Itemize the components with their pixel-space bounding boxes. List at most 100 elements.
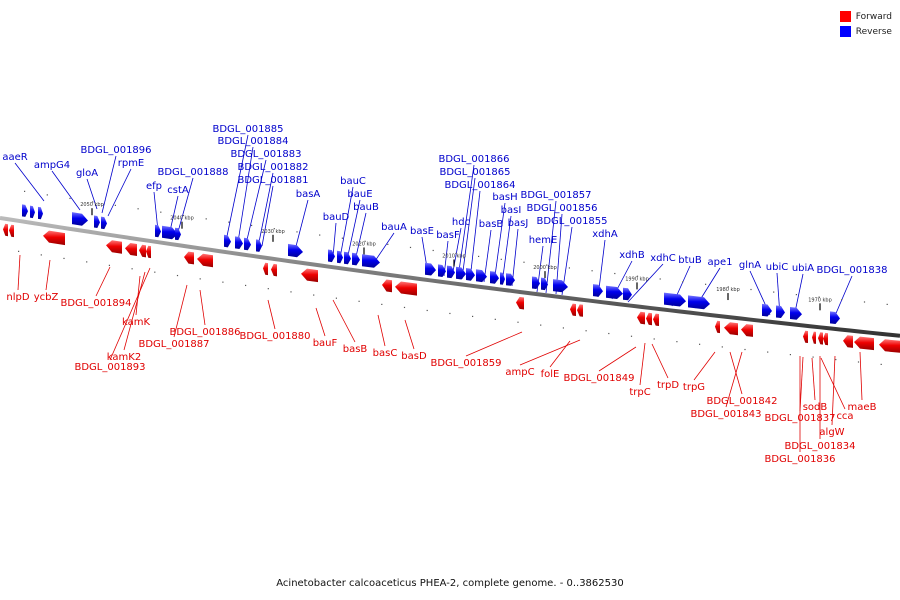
forward-gene-arrow[interactable] xyxy=(184,251,194,265)
gene-label-basb[interactable]: basB xyxy=(479,219,504,230)
reverse-gene-arrow[interactable] xyxy=(235,236,243,249)
gene-label-ubic[interactable]: ubiC xyxy=(766,262,788,273)
reverse-gene-arrow[interactable] xyxy=(447,265,455,279)
gene-label-basf[interactable]: basF xyxy=(436,230,460,241)
gene-label-kamk[interactable]: kamK xyxy=(122,317,150,328)
gene-label-bdgl_001856[interactable]: BDGL_001856 xyxy=(526,203,597,214)
gene-label-bdgl_001837[interactable]: BDGL_001837 xyxy=(764,413,835,424)
gene-label-ape1[interactable]: ape1 xyxy=(708,257,733,268)
gene-label-bdgl_001882[interactable]: BDGL_001882 xyxy=(237,162,308,173)
gene-label-trpg[interactable]: trpG xyxy=(683,382,705,393)
forward-gene-arrow[interactable] xyxy=(3,223,8,237)
forward-gene-arrow[interactable] xyxy=(843,335,853,348)
gene-label-fole[interactable]: folE xyxy=(541,369,560,380)
reverse-gene-arrow[interactable] xyxy=(606,285,623,299)
gene-label-gloa[interactable]: gloA xyxy=(76,168,98,179)
gene-label-bdgl_001842[interactable]: BDGL_001842 xyxy=(706,396,777,407)
gene-label-basa[interactable]: basA xyxy=(296,189,321,200)
gene-label-bdgl_001896[interactable]: BDGL_001896 xyxy=(80,145,151,156)
gene-label-bauc[interactable]: bauC xyxy=(340,176,366,187)
reverse-gene-arrow[interactable] xyxy=(101,216,107,230)
forward-gene-arrow[interactable] xyxy=(637,311,645,325)
gene-label-efp[interactable]: efp xyxy=(146,181,162,192)
forward-gene-arrow[interactable] xyxy=(653,313,659,326)
gene-label-heme[interactable]: hemE xyxy=(529,235,558,246)
reverse-gene-arrow[interactable] xyxy=(830,311,840,324)
gene-label-ycbz[interactable]: ycbZ xyxy=(34,292,59,303)
gene-label-bdgl_001859[interactable]: BDGL_001859 xyxy=(430,358,501,369)
reverse-gene-arrow[interactable] xyxy=(500,272,505,285)
forward-gene-arrow[interactable] xyxy=(577,304,583,317)
gene-label-bdgl_001883[interactable]: BDGL_001883 xyxy=(230,149,301,160)
reverse-gene-arrow[interactable] xyxy=(288,243,303,258)
gene-label-bdgl_001855[interactable]: BDGL_001855 xyxy=(536,216,607,227)
reverse-gene-arrow[interactable] xyxy=(438,264,446,277)
reverse-gene-arrow[interactable] xyxy=(155,224,161,238)
reverse-gene-arrow[interactable] xyxy=(224,234,231,248)
reverse-gene-arrow[interactable] xyxy=(244,237,251,251)
gene-label-bash[interactable]: basH xyxy=(492,192,517,203)
gene-label-aaer[interactable]: aaeR xyxy=(2,152,27,163)
gene-label-bdgl_001834[interactable]: BDGL_001834 xyxy=(784,441,855,452)
gene-label-nlpd[interactable]: nlpD xyxy=(6,292,29,303)
reverse-gene-arrow[interactable] xyxy=(94,215,100,229)
gene-label-bdgl_001843[interactable]: BDGL_001843 xyxy=(690,409,761,420)
forward-gene-arrow[interactable] xyxy=(139,244,146,258)
forward-gene-arrow[interactable] xyxy=(803,330,808,343)
gene-label-baub[interactable]: bauB xyxy=(353,202,379,213)
forward-gene-arrow[interactable] xyxy=(382,279,392,293)
reverse-gene-arrow[interactable] xyxy=(30,205,35,219)
forward-gene-arrow[interactable] xyxy=(570,303,576,316)
forward-gene-arrow[interactable] xyxy=(823,332,828,346)
forward-gene-arrow[interactable] xyxy=(715,320,720,334)
gene-label-basc[interactable]: basC xyxy=(373,348,398,359)
forward-gene-arrow[interactable] xyxy=(197,253,213,268)
reverse-gene-arrow[interactable] xyxy=(456,266,466,280)
gene-label-basd[interactable]: basD xyxy=(401,351,427,362)
gene-label-basj[interactable]: basJ xyxy=(508,218,529,229)
reverse-gene-arrow[interactable] xyxy=(328,249,335,263)
gene-label-baud[interactable]: bauD xyxy=(323,212,350,223)
reverse-gene-arrow[interactable] xyxy=(623,287,632,301)
gene-label-algw[interactable]: algW xyxy=(819,427,844,438)
reverse-gene-arrow[interactable] xyxy=(425,262,436,276)
gene-label-bauf[interactable]: bauF xyxy=(313,338,338,349)
forward-gene-arrow[interactable] xyxy=(812,331,816,344)
forward-gene-arrow[interactable] xyxy=(43,230,65,246)
gene-label-ampg4[interactable]: ampG4 xyxy=(34,160,70,171)
reverse-gene-arrow[interactable] xyxy=(162,225,178,240)
gene-label-bdgl_001893[interactable]: BDGL_001893 xyxy=(74,362,145,373)
reverse-gene-arrow[interactable] xyxy=(541,277,548,291)
reverse-gene-arrow[interactable] xyxy=(362,254,380,268)
reverse-gene-arrow[interactable] xyxy=(762,303,772,317)
reverse-gene-arrow[interactable] xyxy=(553,279,568,293)
gene-label-trpd[interactable]: trpD xyxy=(657,380,679,391)
gene-label-trpc[interactable]: trpC xyxy=(629,387,650,398)
forward-gene-arrow[interactable] xyxy=(854,336,874,351)
reverse-gene-arrow[interactable] xyxy=(352,252,360,266)
forward-gene-arrow[interactable] xyxy=(9,224,14,238)
gene-label-hdc[interactable]: hdc xyxy=(452,217,470,228)
gene-label-bdgl_001886[interactable]: BDGL_001886 xyxy=(169,327,240,338)
reverse-gene-arrow[interactable] xyxy=(688,295,710,310)
gene-label-basb[interactable]: basB xyxy=(343,344,368,355)
reverse-gene-arrow[interactable] xyxy=(506,273,515,286)
reverse-gene-arrow[interactable] xyxy=(490,271,499,284)
gene-label-bdgl_001881[interactable]: BDGL_001881 xyxy=(237,175,308,186)
forward-gene-arrow[interactable] xyxy=(741,324,753,337)
gene-label-btub[interactable]: btuB xyxy=(678,255,702,266)
gene-label-base[interactable]: basE xyxy=(410,226,434,237)
gene-label-baue[interactable]: bauE xyxy=(347,189,372,200)
reverse-gene-arrow[interactable] xyxy=(72,212,88,226)
gene-label-bdgl_001884[interactable]: BDGL_001884 xyxy=(217,136,288,147)
gene-label-xdhb[interactable]: xdhB xyxy=(619,250,645,261)
gene-label-bdgl_001864[interactable]: BDGL_001864 xyxy=(444,180,515,191)
forward-gene-arrow[interactable] xyxy=(301,268,318,283)
forward-gene-arrow[interactable] xyxy=(125,243,137,256)
forward-gene-arrow[interactable] xyxy=(271,263,277,277)
gene-label-baua[interactable]: bauA xyxy=(381,222,407,233)
gene-label-maeb[interactable]: maeB xyxy=(848,402,877,413)
gene-label-xdha[interactable]: xdhA xyxy=(592,229,618,240)
gene-label-bdgl_001857[interactable]: BDGL_001857 xyxy=(520,190,591,201)
forward-gene-arrow[interactable] xyxy=(818,332,823,345)
